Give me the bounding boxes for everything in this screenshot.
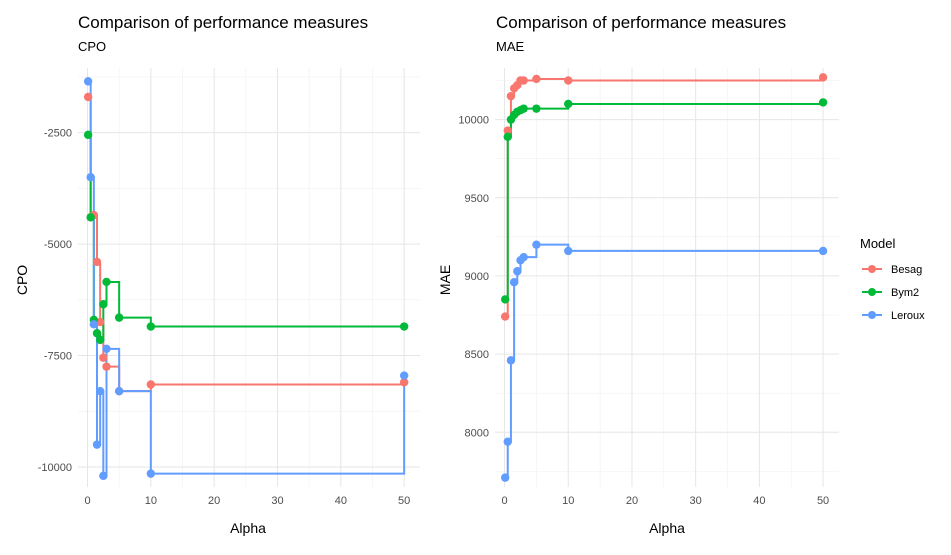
- legend-item-besag: Besag: [862, 264, 922, 276]
- cpo-x-tick-label: 50: [398, 495, 410, 507]
- mae-x-tick-label: 10: [562, 495, 574, 507]
- mae-x-tick-label: 20: [626, 495, 638, 507]
- mae-point-leroux: [818, 246, 828, 256]
- legend: Model Besag Bym2 Leroux: [860, 236, 925, 322]
- mae-y-tick-label: 9500: [465, 193, 489, 205]
- cpo-x-tick-label: 10: [145, 495, 157, 507]
- cpo-x-tick-label: 0: [84, 495, 90, 507]
- mae-x-tick-label: 0: [501, 495, 507, 507]
- mae-point-leroux: [503, 437, 512, 446]
- mae-point-besag: [503, 126, 512, 135]
- mae-series-line-bym2: [505, 102, 825, 301]
- cpo-point-bym2: [92, 329, 102, 338]
- mae-point-besag: [564, 76, 573, 85]
- cpo-point-besag: [99, 353, 108, 362]
- cpo-x-tick-label: 20: [208, 495, 220, 507]
- cpo-panel: Comparison of performance measures CPO A…: [14, 13, 420, 536]
- cpo-point-leroux: [399, 371, 409, 380]
- mae-point-leroux: [509, 277, 519, 287]
- cpo-point-leroux: [114, 386, 124, 396]
- legend-item-leroux: Leroux: [862, 310, 925, 322]
- mae-x-tick-label: 50: [817, 495, 829, 507]
- cpo-point-bym2: [399, 322, 409, 331]
- mae-panel-subtitle: MAE: [496, 39, 525, 54]
- cpo-x-tick-label: 40: [335, 495, 347, 507]
- cpo-y-tick-label: -2500: [44, 128, 72, 140]
- legend-item-bym2: Bym2: [862, 287, 919, 299]
- mae-point-besag: [506, 91, 516, 101]
- mae-point-leroux: [506, 356, 516, 365]
- mae-point-bym2: [500, 295, 510, 304]
- mae-point-leroux: [532, 240, 541, 249]
- mae-point-bym2: [532, 104, 541, 113]
- mae-point-bym2: [818, 98, 828, 107]
- mae-series-line-besag: [505, 77, 825, 318]
- cpo-y-tick-label: -10000: [38, 462, 72, 474]
- mae-grid: [495, 68, 839, 487]
- cpo-panel-subtitle: CPO: [78, 39, 106, 54]
- mae-point-leroux: [513, 267, 522, 276]
- mae-y-tick-label: 9000: [465, 271, 489, 283]
- cpo-series-line-leroux: [88, 80, 406, 477]
- legend-label-bym2: Bym2: [891, 287, 919, 299]
- cpo-y-tick-label: -5000: [44, 239, 72, 251]
- mae-point-leroux: [564, 246, 573, 256]
- cpo-series-line-bym2: [88, 133, 405, 341]
- mae-y-tick-label: 10000: [458, 115, 489, 127]
- mae-x-tick-label: 30: [690, 495, 702, 507]
- mae-point-bym2: [564, 99, 573, 109]
- mae-y-axis-title: MAE: [437, 265, 453, 295]
- cpo-grid: [78, 68, 420, 487]
- mae-panel-title: Comparison of performance measures: [496, 13, 786, 32]
- legend-label-besag: Besag: [891, 264, 922, 276]
- cpo-point-besag: [95, 317, 105, 327]
- cpo-x-tick-label: 30: [271, 495, 283, 507]
- cpo-point-besag: [92, 257, 102, 267]
- cpo-point-besag: [146, 380, 156, 389]
- cpo-y-axis-title: CPO: [14, 265, 30, 295]
- cpo-y-tick-label: -7500: [44, 351, 72, 363]
- legend-key-point: [868, 288, 876, 296]
- cpo-point-leroux: [146, 469, 156, 478]
- legend-title: Model: [860, 236, 896, 251]
- mae-point-leroux: [519, 252, 528, 262]
- cpo-panel-title: Comparison of performance measures: [78, 13, 368, 32]
- cpo-point-bym2: [83, 130, 93, 140]
- mae-x-tick-label: 40: [753, 495, 765, 507]
- cpo-point-leroux: [95, 386, 105, 396]
- cpo-point-bym2: [114, 313, 124, 322]
- mae-point-besag: [818, 73, 828, 82]
- mae-point-bym2: [503, 132, 512, 141]
- legend-label-leroux: Leroux: [891, 310, 925, 322]
- mae-series-line-leroux: [505, 243, 824, 479]
- mae-point-besag: [500, 312, 510, 321]
- cpo-point-leroux: [102, 344, 111, 354]
- cpo-point-bym2: [146, 322, 156, 331]
- cpo-point-bym2: [99, 300, 108, 309]
- mae-y-tick-label: 8000: [465, 427, 489, 439]
- mae-y-tick-label: 8500: [465, 349, 489, 361]
- cpo-point-leroux: [83, 77, 93, 86]
- mae-panel: Comparison of performance measures MAE A…: [437, 13, 839, 536]
- mae-point-bym2: [519, 104, 528, 113]
- mae-x-axis-title: Alpha: [649, 520, 685, 536]
- legend-key-point: [868, 265, 876, 273]
- cpo-point-leroux: [99, 471, 108, 481]
- mae-point-besag: [532, 74, 541, 84]
- cpo-point-besag: [399, 378, 409, 387]
- cpo-point-bym2: [95, 335, 105, 345]
- cpo-point-leroux: [86, 173, 95, 182]
- legend-key-point: [868, 311, 876, 319]
- cpo-point-bym2: [102, 277, 111, 287]
- cpo-point-besag: [102, 362, 111, 371]
- cpo-point-leroux: [89, 320, 99, 329]
- mae-point-besag: [519, 76, 528, 85]
- cpo-point-leroux: [92, 440, 102, 449]
- cpo-point-bym2: [86, 213, 95, 222]
- cpo-point-besag: [83, 92, 93, 102]
- mae-point-leroux: [500, 473, 510, 482]
- cpo-x-axis-title: Alpha: [230, 520, 266, 536]
